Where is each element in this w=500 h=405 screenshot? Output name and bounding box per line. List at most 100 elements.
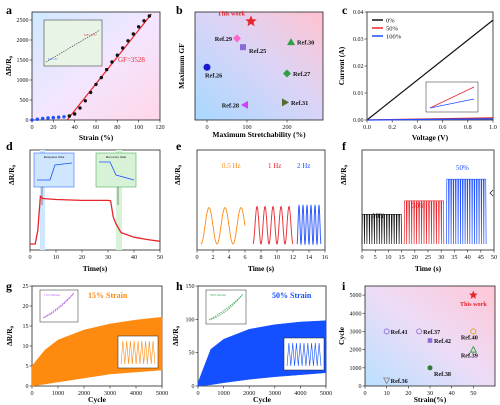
panel-e-xtick-label: 10 (274, 254, 280, 261)
panel-e-xtick-label: 12 (290, 254, 296, 261)
panel-i-xtick-label: 30 (427, 390, 433, 397)
panel-i-xlabel: Strain(%) (414, 395, 447, 404)
panel-i-point-label: Ref.38 (434, 371, 451, 378)
panel-c-ylabel: Current (A) (337, 46, 346, 85)
panel-f: f 0 5 10 15 20 25 30 35 40 45 50 10% 30% 50% Time … (339, 139, 497, 273)
panel-h-xtick-label: 4000 (294, 390, 306, 397)
panel-a-point (126, 39, 130, 43)
panel-g-ytick-label: 25 (23, 284, 29, 290)
panel-i-marker-star (469, 290, 478, 299)
panel-d-xtick-label: 20 (79, 254, 85, 261)
panel-f-xtick-label: 50 (491, 254, 497, 261)
panel-a-inset-curve (45, 29, 101, 63)
panel-f-xtick-label: 25 (425, 254, 431, 261)
panel-i-xtick-label: 10 (384, 390, 390, 397)
panel-e-series-line (200, 207, 246, 245)
panel-a-ylabel: ΔR/R₀ (4, 55, 13, 76)
panel-a-point (35, 117, 40, 121)
panel-c-series-line (366, 19, 494, 121)
panel-f-xtick-label: 45 (478, 254, 484, 261)
panel-e-series-line (252, 205, 294, 246)
panel-e-xtick-label: 4 (227, 254, 230, 261)
panel-d-inset-response-curve (37, 162, 73, 181)
panel-a-xtick-label: 80 (114, 124, 120, 131)
panel-h-inset-title: 50% Strain (210, 293, 226, 297)
panel-f-xtick-label: 0 (360, 254, 363, 261)
panel-c-xtick-label: 0.2 (388, 124, 396, 131)
panel-a-ytick-label: 2000 (17, 38, 29, 44)
panel-g-ytick-label: 5 (26, 364, 29, 370)
panel-a-point (110, 60, 114, 64)
panel-e-xlabel: Time (s) (248, 264, 275, 273)
panel-a-point (51, 115, 56, 120)
panel-e-xtick-label: 16 (322, 254, 328, 261)
panel-a-xtick-label: 100 (134, 124, 143, 131)
panel-a-inset-right: GF=???? (84, 33, 97, 37)
panel-c: c 0.0 0.2 0.4 0.6 0.8 1.0 0.00 0.01 0.02 0.03 0.04… (337, 3, 497, 142)
panel-i-ytick-label: 2000 (350, 348, 362, 354)
panel-d-xtick-label: 0 (28, 254, 31, 261)
panel-a-xtick-label: 20 (50, 124, 56, 131)
panel-f-xtick-label: 40 (465, 254, 471, 261)
panel-c-xlabel: Voltage (V) (412, 133, 449, 142)
panel-a-point (40, 116, 45, 121)
panel-b-marker-square (240, 44, 246, 51)
panel-b-xtick-label: 100 (242, 124, 251, 131)
panel-letter-f: f (342, 139, 347, 153)
panel-b-point-label: Ref.26 (205, 72, 222, 79)
panel-a-fit-line (66, 13, 152, 121)
panel-a-point (142, 19, 146, 23)
panel-f-xtick-label: 10 (385, 254, 391, 261)
panel-a-point (46, 116, 50, 120)
panel-d-inset-recovery-curve (99, 161, 135, 181)
panel-c-ytick-label: 0.04 (353, 10, 364, 16)
panel-d-xtick-label: 50 (157, 254, 163, 261)
panel-d-response-curve (30, 194, 161, 245)
panel-i-ytick-label: 4000 (350, 311, 362, 317)
panel-h: h 0 1000 2000 3000 4000 5000 0 50 100 150 50% Str… (171, 279, 332, 404)
panel-f-label-2: 50% (456, 164, 469, 172)
panel-e-plot-area (196, 149, 326, 251)
panel-i-marker-circle-open (416, 328, 423, 335)
panel-g-ytick-label: 10 (23, 344, 29, 350)
panel-i-xtick-label: 0 (363, 390, 366, 397)
panel-c-ytick-label: 0.03 (353, 37, 364, 43)
panel-a-xtick-label: 120 (155, 124, 164, 131)
panel-b-point-label: This work (218, 10, 246, 17)
panel-g-inset-waves (120, 340, 156, 365)
panel-a-point (78, 106, 82, 110)
panel-g-xtick-label: 1000 (52, 390, 64, 397)
panel-c-ytick-label: 0.01 (353, 91, 364, 97)
panel-d-recovery-band (116, 150, 122, 250)
panel-letter-i: i (342, 279, 346, 293)
panel-i-marker-triangle-open (469, 345, 478, 353)
panel-f-xtick-label: 20 (412, 254, 418, 261)
panel-b-point-label: Ref.31 (291, 100, 308, 107)
panel-b-plot-area (194, 11, 324, 121)
panel-a-point (147, 14, 152, 18)
panel-d-xlabel: Time(s) (83, 264, 108, 273)
panel-i-point-label: Ref.39 (461, 353, 478, 360)
panel-a-point (67, 114, 72, 118)
panel-b-marker-circle (203, 63, 211, 71)
panel-i-point-label: Ref.41 (391, 329, 408, 336)
panel-g-xtick-label: 2000 (78, 390, 90, 397)
panel-i-ytick-label: 1000 (350, 366, 362, 372)
panel-a-annotation: GF=3528 (118, 56, 145, 64)
panel-a-point (62, 115, 66, 119)
panel-i-ytick-label: 5000 (350, 293, 362, 299)
panel-b-marker-triangle (287, 38, 295, 46)
panel-i-xtick-label: 40 (449, 390, 455, 397)
panel-b-point-label: Ref.29 (215, 36, 232, 43)
panel-f-label-1: 30% (412, 202, 425, 210)
panel-h-ylabel: ΔR/R₀ (171, 325, 180, 346)
panel-h-xlabel: Cycle (253, 395, 272, 404)
panel-g-ylabel: ΔR/R₀ (5, 325, 14, 346)
panel-f-xtick-label: 35 (451, 254, 457, 261)
panel-b-point-label: Ref.27 (293, 71, 310, 78)
panel-h-xtick-label: 1000 (217, 390, 229, 397)
panel-e-label-1: 1 Hz (268, 162, 281, 170)
panel-f-series-line (446, 178, 487, 245)
panel-i-point-label: Ref.37 (423, 329, 440, 336)
